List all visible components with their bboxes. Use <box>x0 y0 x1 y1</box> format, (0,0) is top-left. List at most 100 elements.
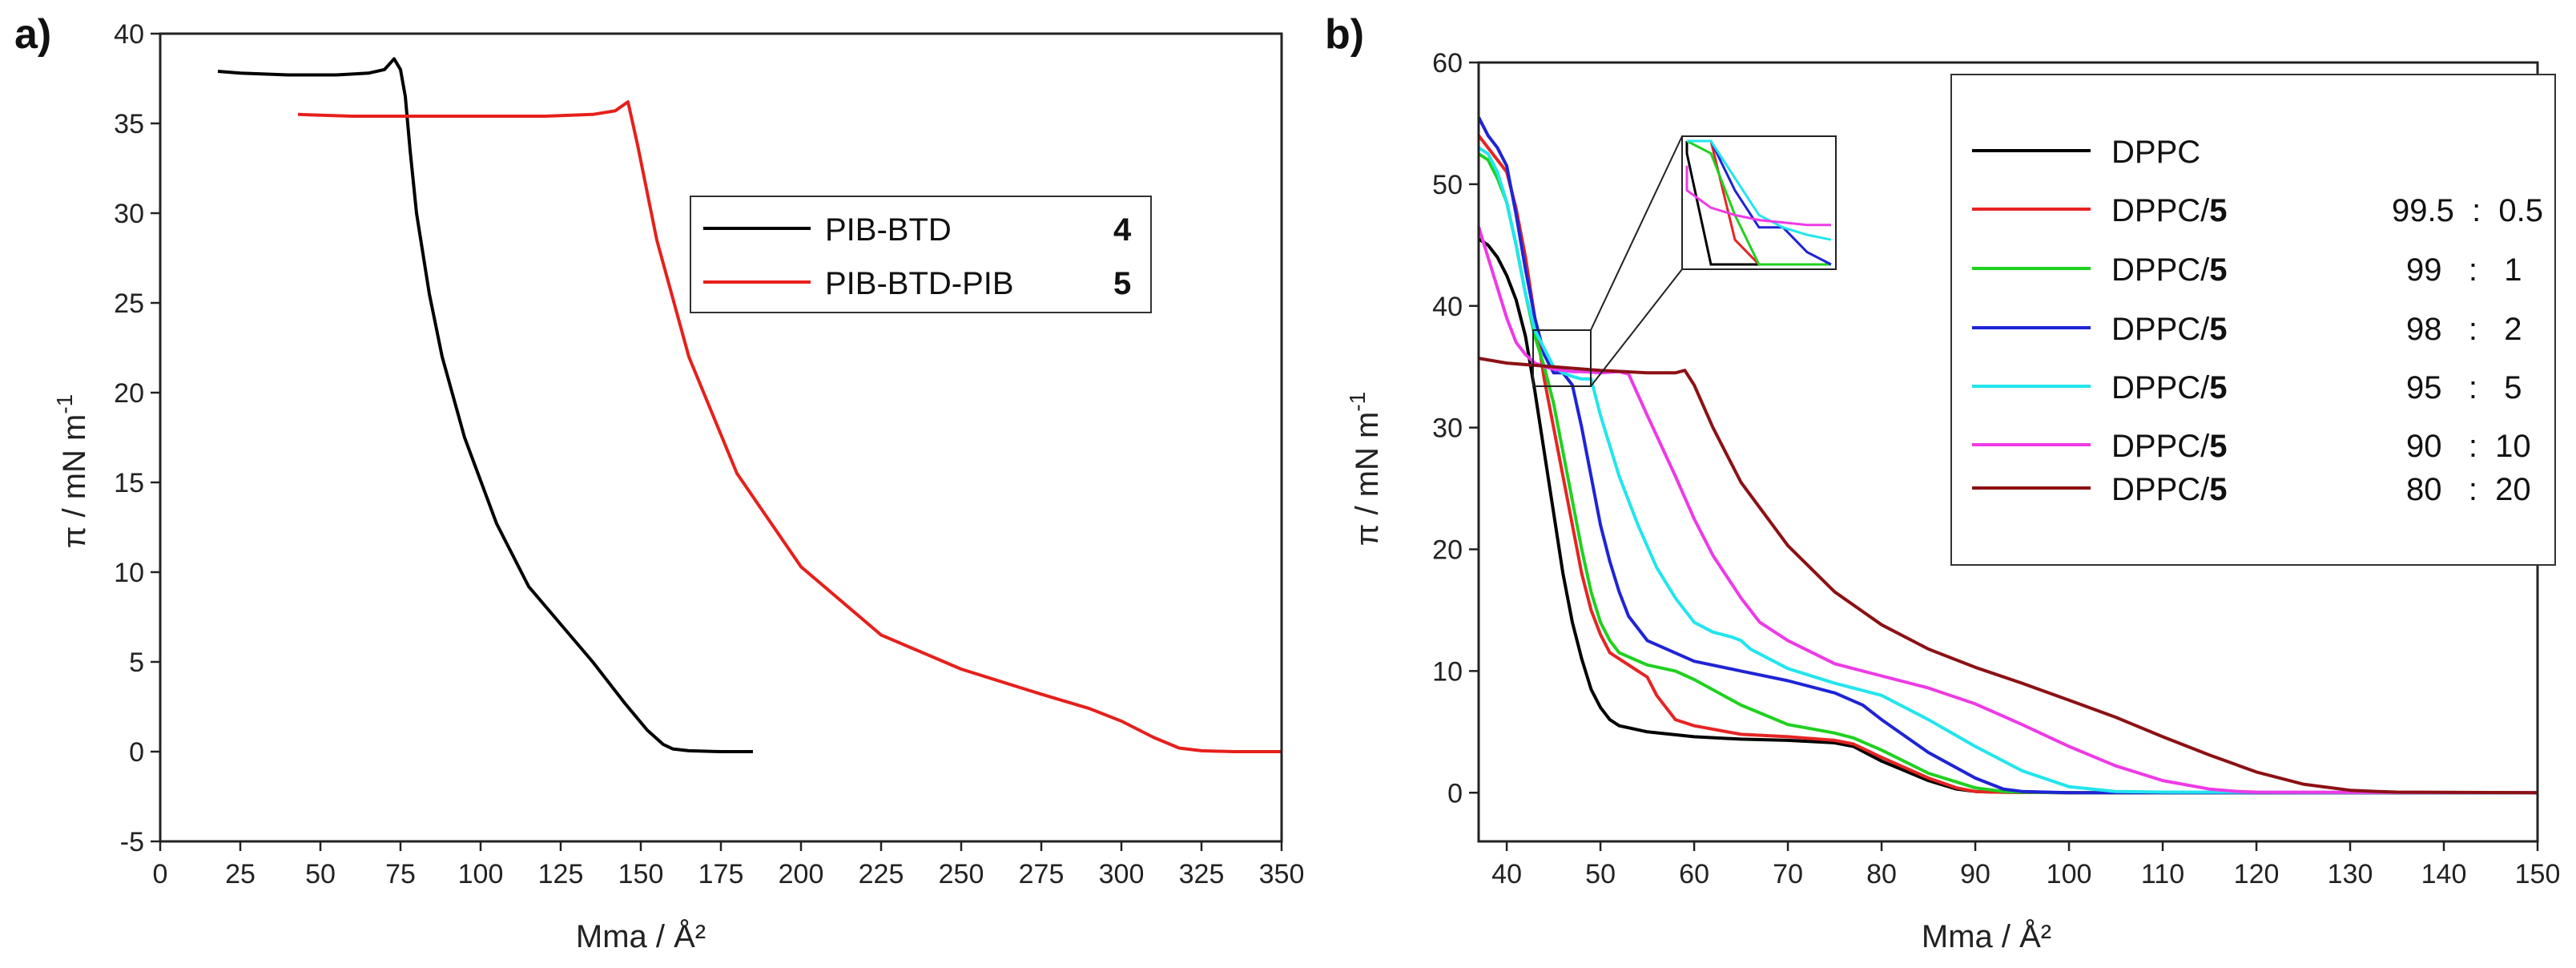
panel-a-x-tick-label: 125 <box>538 859 584 889</box>
legend-label-98: DPPC/5 <box>2111 312 2228 347</box>
zoom-source-box <box>1532 329 1592 387</box>
panel-b-x-tick-label: 50 <box>1585 859 1616 889</box>
panel-a-legend-box <box>690 196 1152 313</box>
legend-label-80: DPPC/5 <box>2111 472 2228 507</box>
panel-a-y-tick-label: -5 <box>120 827 144 857</box>
panel-a-x-tick-label: 75 <box>385 859 416 889</box>
panel-b-legend: DPPC DPPC/5 99.5 : 0.5 DPPC/5 99 : 1 DPP… <box>1950 74 2556 566</box>
panel-b-y-tick-label: 10 <box>1432 656 1463 687</box>
panel-a-x-tick-label: 25 <box>225 859 256 889</box>
panel-a-x-tick-label: 300 <box>1099 859 1145 889</box>
panel-b-x-tick-label: 140 <box>2421 859 2467 889</box>
legend-compound-99-5: 5 <box>2209 193 2227 228</box>
panel-b-series-dppc-580-20 <box>1478 357 2538 795</box>
panel-b-x-tick-label: 100 <box>2047 859 2092 889</box>
legend-compound-98: 5 <box>2209 312 2227 347</box>
legend-compound-99: 5 <box>2209 252 2227 288</box>
legend-label-99: DPPC/5 <box>2111 252 2228 288</box>
panel-b-series-dppc-598-2 <box>1477 116 2538 795</box>
panel-b: b) 40 50 60 70 80 90 100 110 120 130 140 150 0 10 20 30… <box>1325 11 2560 954</box>
panel-a-y-axis-title: π / mN m-1 <box>52 394 92 548</box>
panel-b-x-tick-label: 110 <box>2141 859 2184 889</box>
panel-a-axes: 0 25 50 75 100 125 150 175 200 225 250 275 300 325 350… <box>114 19 1304 889</box>
panel-a-x-tick-label: 0 <box>153 859 168 889</box>
panel-a-y-tick-label: 35 <box>114 109 144 139</box>
inset-series-group <box>1685 139 1832 266</box>
panel-a-y-tick-label: 20 <box>114 378 144 409</box>
legend-ratio-90: 90 : 10 <box>2406 429 2531 464</box>
legend-label-90: DPPC/5 <box>2111 429 2228 464</box>
panel-b-inset <box>1532 135 1837 387</box>
panel-b-x-tick-label: 40 <box>1491 859 1522 889</box>
panel-a-x-tick-label: 175 <box>698 859 744 889</box>
panel-a-y-tick-label: 15 <box>114 468 144 498</box>
legend-name-90: DPPC/ <box>2111 429 2210 464</box>
legend-label-pib-btd: PIB-BTD <box>825 212 952 248</box>
panel-b-x-tick-label: 70 <box>1773 859 1803 889</box>
panel-a-y-axis-title-main: π / mN m <box>57 414 92 549</box>
legend-label-99-5: DPPC/5 <box>2111 193 2228 228</box>
panel-a-y-tick-label: 40 <box>114 19 144 50</box>
panel-a-x-tick-label: 200 <box>779 859 824 889</box>
legend-compound-pib-btd: 4 <box>1113 212 1132 248</box>
zoom-connector-bottom <box>1590 268 1683 387</box>
panel-a-series-pib-btd-pib5 <box>297 100 1282 753</box>
legend-label-pib-btd-pib: PIB-BTD-PIB <box>825 266 1014 301</box>
panel-b-x-tick-label: 150 <box>2515 859 2561 889</box>
panel-b-legend-box <box>1950 74 2556 566</box>
legend-compound-90: 5 <box>2209 429 2227 464</box>
panel-a-y-tick-label: 0 <box>129 737 144 768</box>
legend-label-95: DPPC/5 <box>2111 370 2228 405</box>
zoom-connector-top <box>1590 135 1683 331</box>
panel-a-x-tick-label: 225 <box>859 859 904 889</box>
panel-a-x-tick-label: 325 <box>1179 859 1225 889</box>
panel-b-y-axis-title-sup: -1 <box>1345 392 1370 412</box>
panel-b-x-axis-title: Mma / Å² <box>1922 918 2051 954</box>
panel-a-x-tick-label: 50 <box>305 859 336 889</box>
panel-b-letter: b) <box>1325 11 1364 58</box>
legend-name-80: DPPC/ <box>2111 472 2210 507</box>
panel-a-series-group <box>217 57 1282 753</box>
panel-b-y-tick-label: 20 <box>1432 535 1463 566</box>
legend-name-99: DPPC/ <box>2111 252 2210 288</box>
legend-ratio-80: 80 : 20 <box>2406 472 2531 507</box>
panel-a-series-pib-btd4 <box>217 57 753 753</box>
panel-a-x-axis-title: Mma / Å² <box>576 918 706 954</box>
inset-series-dppc-595-5 <box>1687 139 1832 241</box>
panel-b-y-tick-label: 40 <box>1432 292 1463 322</box>
panel-a-y-axis-title-sup: -1 <box>52 394 77 414</box>
legend-name-98: DPPC/ <box>2111 312 2210 347</box>
panel-b-y-axis-title-main: π / mN m <box>1350 412 1385 547</box>
panel-a-x-tick-label: 275 <box>1019 859 1065 889</box>
panel-a-y-tick-label: 30 <box>114 199 144 229</box>
panel-b-y-tick-label: 30 <box>1432 413 1463 444</box>
legend-compound-80: 5 <box>2209 472 2227 507</box>
inset-series-dppc-599-1 <box>1686 139 1831 266</box>
panel-b-x-tick-label: 80 <box>1866 859 1897 889</box>
panel-a-letter: a) <box>14 11 51 58</box>
panel-a-y-tick-label: 10 <box>114 558 144 588</box>
panel-a-x-tick-label: 150 <box>618 859 664 889</box>
panel-a-y-tick-label: 25 <box>114 288 144 319</box>
panel-a-legend: PIB-BTD 4 PIB-BTD-PIB 5 <box>690 196 1152 313</box>
legend-compound-pib-btd-pib: 5 <box>1113 266 1131 301</box>
panel-b-x-tick-label: 120 <box>2234 859 2280 889</box>
panel-b-series-dppc-595-5 <box>1477 146 2538 795</box>
panel-a-x-tick-label: 250 <box>939 859 984 889</box>
legend-compound-95: 5 <box>2209 370 2227 405</box>
legend-ratio-99-5: 99.5 : 0.5 <box>2392 193 2543 228</box>
panel-b-x-tick-label: 130 <box>2328 859 2373 889</box>
panel-b-y-axis-title: π / mN m-1 <box>1345 392 1385 546</box>
panel-a: a) 0 25 50 75 100 125 150 175 200 225 250 275 300 325… <box>14 11 1304 954</box>
panel-b-y-tick-label: 60 <box>1432 48 1463 79</box>
inset-series-dppc-590-10 <box>1685 165 1831 227</box>
legend-ratio-98: 98 : 2 <box>2406 312 2522 347</box>
panel-a-x-tick-label: 350 <box>1259 859 1305 889</box>
legend-ratio-99: 99 : 1 <box>2406 252 2522 288</box>
panel-b-y-tick-label: 50 <box>1432 170 1463 200</box>
panel-b-y-tick-label: 0 <box>1447 778 1463 809</box>
panel-a-x-tick-label: 100 <box>458 859 504 889</box>
legend-ratio-95: 95 : 5 <box>2406 370 2522 405</box>
panel-b-series-group <box>1477 116 2538 795</box>
